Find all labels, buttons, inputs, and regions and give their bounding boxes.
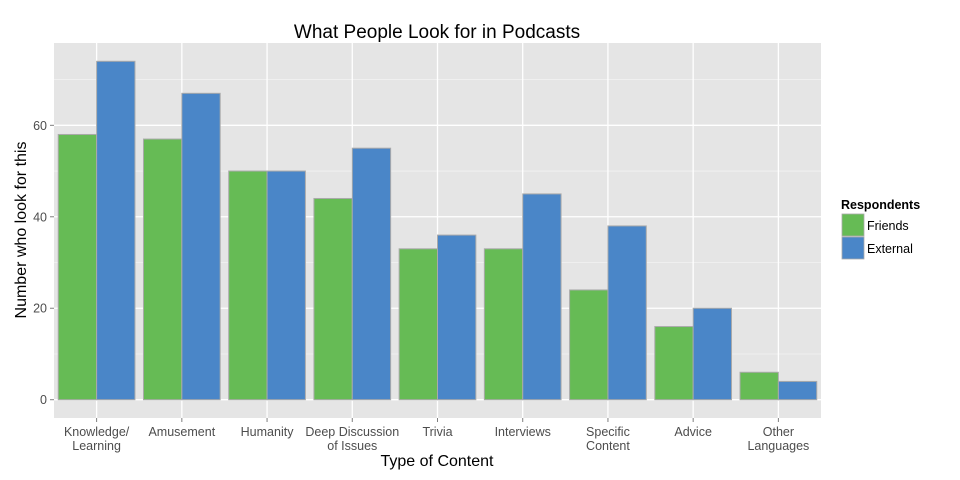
x-tick-label: Knowledge/Learning xyxy=(64,425,130,453)
legend-key-friends xyxy=(841,213,865,237)
bar-friends-8 xyxy=(654,326,694,401)
bar-external-8 xyxy=(692,307,733,401)
legend: Respondents Friends External xyxy=(841,198,920,260)
bar-external-1 xyxy=(96,60,136,401)
bar-external-5 xyxy=(437,234,477,401)
bar-external-2 xyxy=(181,92,221,401)
bar-external-7 xyxy=(607,225,647,401)
y-axis-title: Number who look for this xyxy=(13,142,30,319)
bar-friends-7 xyxy=(569,289,609,401)
bar-external-6 xyxy=(522,193,562,401)
y-tick-label: 40 xyxy=(33,210,47,224)
bar-external-4 xyxy=(351,147,392,401)
bar-external-3 xyxy=(266,170,306,401)
y-tick-label: 60 xyxy=(33,119,47,133)
bar-friends-3 xyxy=(228,170,268,401)
x-tick-label: Specific Content xyxy=(586,425,630,453)
y-axis: 0 20 40 60 xyxy=(33,119,54,407)
x-tick-label: Deep Discussion of Issues xyxy=(305,425,399,453)
legend-label-friends: Friends xyxy=(867,219,909,233)
x-axis-title: Type of Content xyxy=(381,453,495,470)
x-axis: Knowledge/Learning Amusement Humanity Deep … xyxy=(64,418,809,453)
chart-title: What People Look for in Podcasts xyxy=(294,22,580,43)
bar-friends-9 xyxy=(739,371,779,401)
y-tick-label: 0 xyxy=(40,393,47,407)
bar-friends-5 xyxy=(398,248,438,401)
bar-friends-6 xyxy=(483,248,524,401)
legend-title: Respondents xyxy=(841,198,920,212)
plot-panel xyxy=(54,43,821,418)
legend-key-external xyxy=(841,236,865,260)
bar-friends-4 xyxy=(313,197,353,401)
x-tick-label: Advice xyxy=(674,425,712,439)
x-tick-label: Amusement xyxy=(148,425,215,439)
bar-external-9 xyxy=(777,380,818,401)
bar-friends-1 xyxy=(57,133,98,401)
x-tick-label: Trivia xyxy=(422,425,452,439)
legend-label-external: External xyxy=(867,242,913,256)
x-tick-label: Humanity xyxy=(241,425,295,439)
x-tick-label: Other Languages xyxy=(747,425,809,453)
y-tick-label: 20 xyxy=(33,302,47,316)
bar-friends-2 xyxy=(142,138,183,401)
x-tick-label: Interviews xyxy=(495,425,551,439)
